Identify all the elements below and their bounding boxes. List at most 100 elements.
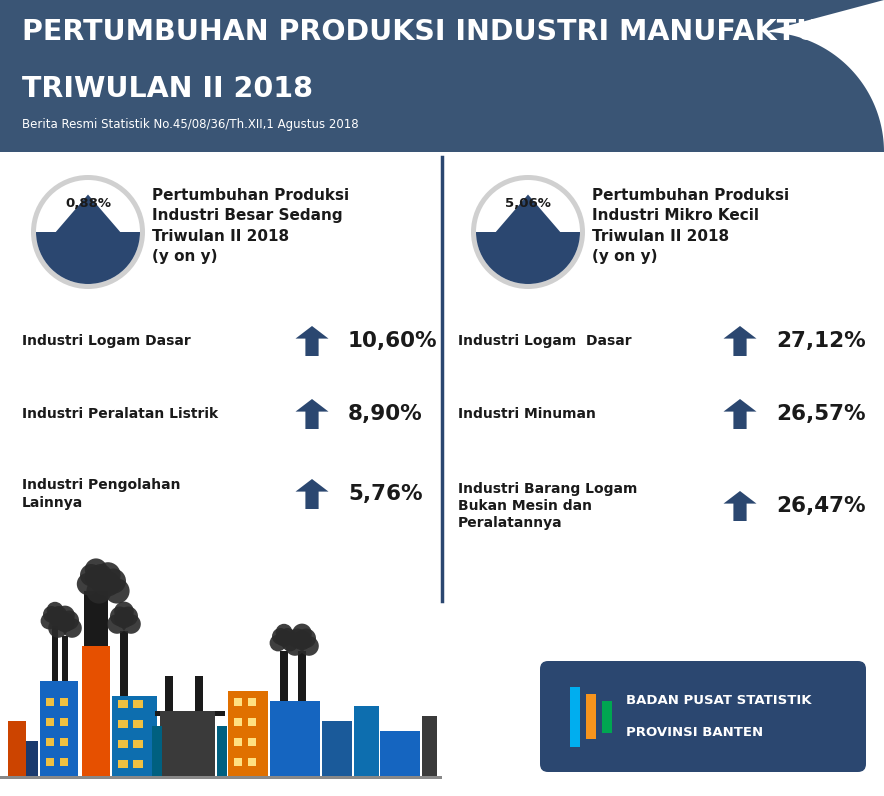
Bar	[60, 758, 68, 766]
Circle shape	[101, 568, 126, 594]
Bar	[155, 711, 225, 716]
Bar	[118, 760, 128, 768]
Bar	[0, 776, 442, 779]
Circle shape	[87, 579, 111, 603]
Bar	[248, 738, 256, 746]
Circle shape	[471, 175, 585, 289]
Circle shape	[43, 606, 60, 622]
Bar	[118, 740, 128, 748]
Circle shape	[59, 611, 79, 630]
Circle shape	[476, 180, 580, 284]
Polygon shape	[764, 0, 884, 152]
Bar	[60, 738, 68, 746]
Bar	[133, 760, 143, 768]
Circle shape	[49, 618, 68, 638]
Bar	[248, 698, 256, 706]
Circle shape	[55, 613, 75, 632]
Circle shape	[50, 606, 67, 622]
Bar	[422, 716, 437, 776]
Polygon shape	[723, 326, 757, 356]
Bar	[84, 591, 108, 646]
Bar	[165, 676, 173, 711]
Circle shape	[85, 567, 107, 589]
Circle shape	[90, 568, 115, 594]
Bar	[160, 711, 165, 731]
Bar	[120, 631, 128, 696]
Bar	[248, 758, 256, 766]
Circle shape	[77, 573, 99, 595]
Bar	[270, 701, 320, 776]
Text: Industri Barang Logam
Bukan Mesin dan
Peralatannya: Industri Barang Logam Bukan Mesin dan Pe…	[458, 482, 637, 530]
Circle shape	[121, 615, 141, 634]
Text: 10,60%: 10,60%	[348, 331, 438, 351]
FancyBboxPatch shape	[540, 661, 866, 772]
Text: 26,47%: 26,47%	[776, 496, 865, 516]
Bar	[234, 738, 242, 746]
Circle shape	[276, 630, 293, 646]
Text: Pertumbuhan Produksi
Industri Besar Sedang
Triwulan II 2018
(y on y): Pertumbuhan Produksi Industri Besar Seda…	[152, 188, 349, 264]
Circle shape	[299, 636, 319, 656]
Bar	[152, 726, 162, 776]
Text: 27,12%: 27,12%	[776, 331, 865, 351]
Bar	[234, 698, 242, 706]
Circle shape	[80, 564, 103, 587]
Bar	[217, 726, 227, 776]
Bar	[354, 706, 379, 776]
Bar	[195, 676, 203, 711]
Text: PERTUMBUHAN PRODUKSI INDUSTRI MANUFAKTUR: PERTUMBUHAN PRODUKSI INDUSTRI MANUFAKTUR	[22, 18, 842, 46]
Bar	[322, 721, 352, 776]
Bar	[46, 738, 54, 746]
Bar	[60, 718, 68, 726]
Circle shape	[104, 579, 130, 603]
Text: 26,57%: 26,57%	[776, 404, 865, 424]
Text: TRIWULAN II 2018: TRIWULAN II 2018	[22, 75, 313, 103]
Bar	[46, 718, 54, 726]
Bar	[62, 636, 68, 681]
Polygon shape	[723, 491, 757, 521]
Bar	[118, 700, 128, 708]
Text: 0,88%: 0,88%	[65, 197, 111, 210]
Bar	[46, 758, 54, 766]
Circle shape	[118, 607, 138, 626]
Text: 8,90%: 8,90%	[348, 404, 423, 424]
Bar	[586, 694, 596, 739]
Bar	[133, 740, 143, 748]
Bar	[118, 720, 128, 728]
Bar	[26, 741, 38, 776]
Text: 5,06%: 5,06%	[505, 197, 551, 210]
Circle shape	[288, 629, 308, 648]
Circle shape	[296, 629, 316, 648]
Polygon shape	[295, 479, 329, 509]
Circle shape	[41, 613, 57, 630]
Bar	[234, 718, 242, 726]
Wedge shape	[36, 232, 140, 284]
Bar	[0, 0, 884, 152]
Circle shape	[55, 606, 75, 625]
Polygon shape	[295, 326, 329, 356]
Bar	[298, 651, 306, 701]
Circle shape	[93, 573, 115, 595]
Circle shape	[114, 609, 133, 628]
Text: Industri Peralatan Listrik: Industri Peralatan Listrik	[22, 407, 218, 421]
Circle shape	[95, 562, 120, 587]
Bar	[210, 711, 215, 731]
Circle shape	[51, 611, 71, 630]
Text: Pertumbuhan Produksi
Industri Mikro Kecil
Triwulan II 2018
(y on y): Pertumbuhan Produksi Industri Mikro Keci…	[592, 188, 789, 264]
Bar	[228, 691, 268, 776]
Circle shape	[107, 615, 126, 634]
Text: Berita Resmi Statistik No.45/08/36/Th.XII,1 Agustus 2018: Berita Resmi Statistik No.45/08/36/Th.XI…	[22, 118, 359, 131]
Circle shape	[36, 180, 140, 284]
Circle shape	[47, 608, 64, 625]
Circle shape	[85, 559, 107, 581]
Circle shape	[110, 607, 130, 626]
Bar	[60, 698, 68, 706]
Circle shape	[53, 613, 70, 630]
Polygon shape	[723, 399, 757, 429]
Bar	[602, 701, 612, 733]
Wedge shape	[476, 232, 580, 284]
Circle shape	[272, 628, 289, 645]
Text: Industri Logam  Dasar: Industri Logam Dasar	[458, 334, 632, 348]
Bar	[133, 700, 143, 708]
Circle shape	[114, 602, 133, 621]
Circle shape	[279, 628, 296, 645]
